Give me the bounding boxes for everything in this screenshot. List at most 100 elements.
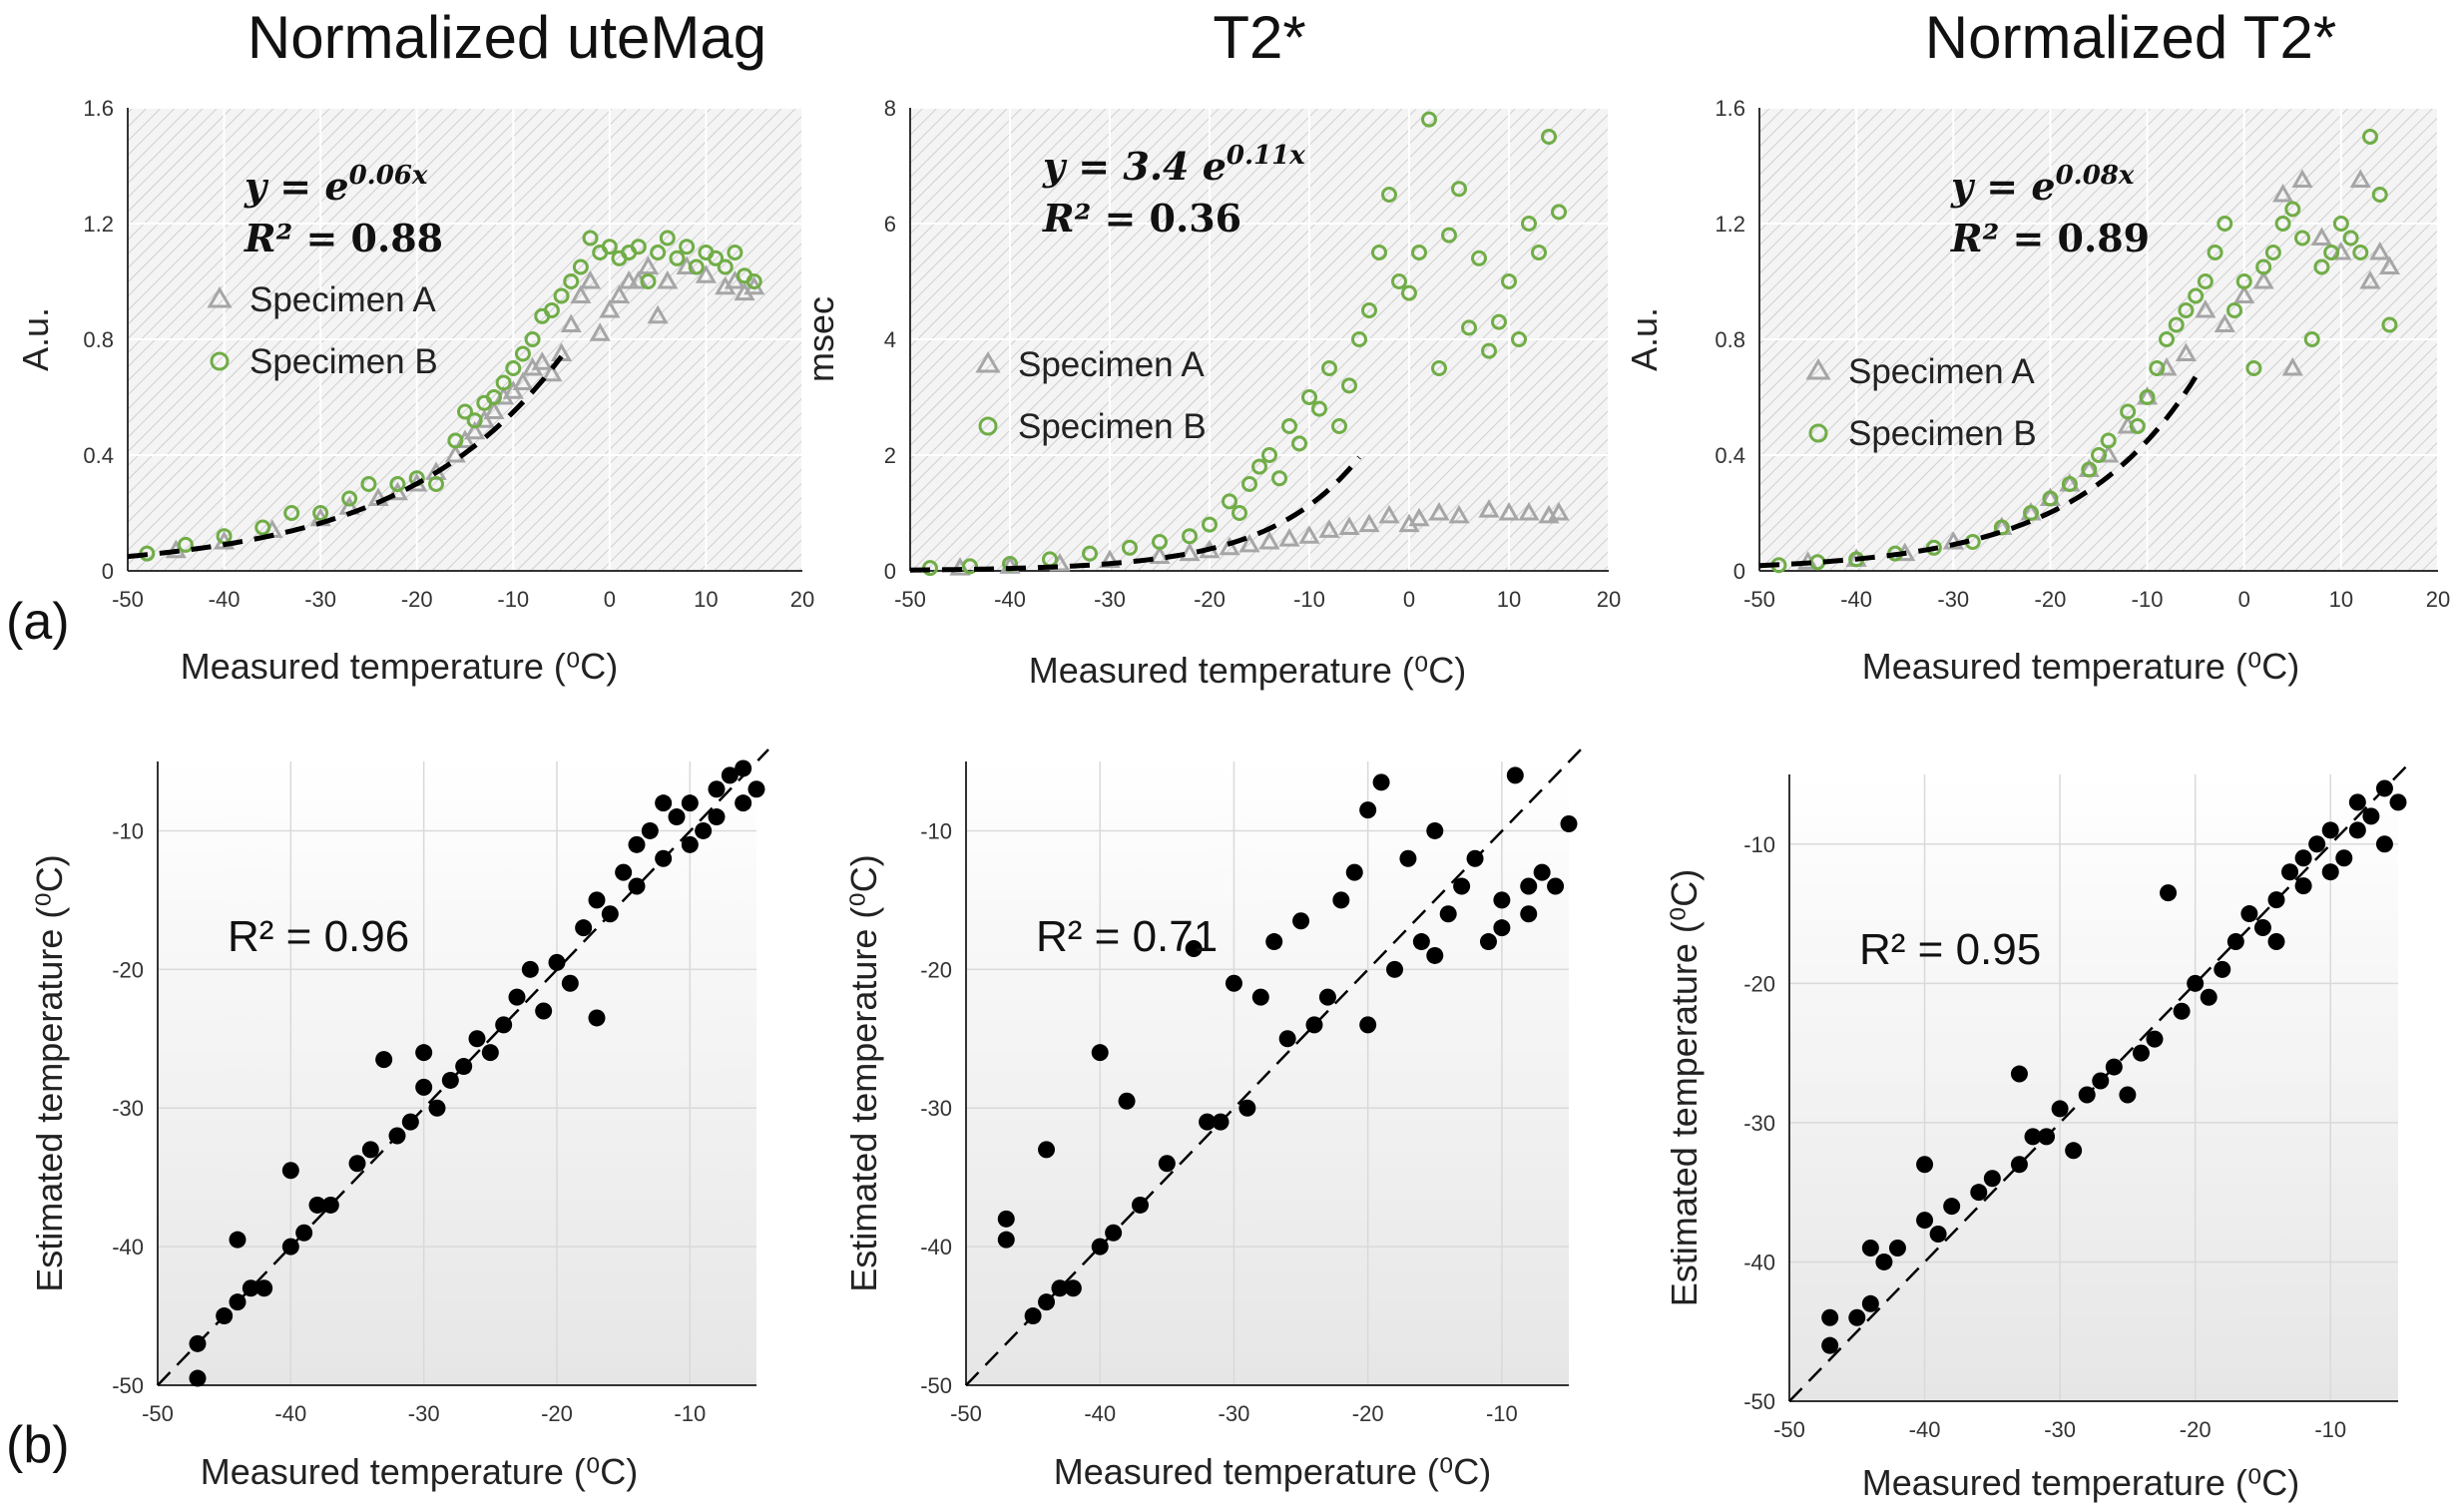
r2-label: R² = 0.96	[228, 912, 409, 961]
specimen-b-point	[1222, 493, 1237, 510]
data-point	[481, 1044, 499, 1062]
y-tick-label: 1.2	[1715, 212, 1745, 237]
data-point	[561, 974, 579, 992]
data-point	[1493, 891, 1511, 909]
data-point	[1970, 1184, 1988, 1202]
specimen-a-point	[1378, 504, 1400, 524]
specimen-b-point	[428, 476, 445, 492]
specimen-b-point	[1531, 245, 1547, 260]
specimen-b-point	[1441, 227, 1457, 244]
data-point	[1305, 1016, 1323, 1034]
specimen-a-point	[999, 555, 1021, 574]
data-point	[1848, 1308, 1866, 1326]
data-point	[1024, 1307, 1042, 1325]
specimen-b-point	[2168, 316, 2185, 333]
specimen-b-point	[466, 412, 483, 429]
fit-curve	[1758, 375, 2199, 569]
x-tick-label: 20	[1597, 587, 1621, 612]
specimen-b-point	[1331, 418, 1347, 434]
specimen-b-point	[2342, 230, 2359, 247]
y-tick-label: -20	[1743, 971, 1775, 996]
identity-line	[1788, 761, 2411, 1402]
r2-label: R² = 0.71	[1036, 912, 1218, 961]
data-point	[588, 1009, 606, 1027]
y-tick-label: 0	[1733, 559, 1745, 584]
data-point	[2308, 835, 2326, 853]
y-tick-label: -10	[1743, 832, 1775, 857]
data-point	[615, 863, 633, 881]
y-tick-label: -30	[112, 1096, 144, 1121]
specimen-b-point	[2274, 216, 2291, 232]
data-point	[1064, 1279, 1082, 1297]
specimen-b-point	[2178, 302, 2195, 318]
x-tick-label: -30	[1937, 587, 1969, 612]
data-point	[1185, 940, 1203, 957]
data-point	[1861, 1294, 1879, 1312]
specimen-a-point	[444, 443, 466, 463]
specimen-b-point	[447, 432, 464, 449]
specimen-b-point	[2381, 316, 2398, 333]
panel-label-a: (a)	[6, 593, 70, 651]
data-point	[216, 1307, 234, 1325]
data-point	[695, 821, 713, 839]
data-point	[428, 1099, 446, 1117]
specimen-b-point	[1411, 245, 1427, 260]
chart-a1: -50 -40 -30 -20 -10 0 10 20 0 0.4 0.8 1.2 1.6 Normali…	[15, 4, 814, 687]
data-point	[1875, 1253, 1893, 1270]
specimen-b-point	[1371, 245, 1387, 260]
y-tick-label: -30	[1743, 1111, 1775, 1136]
data-point	[2065, 1142, 2083, 1160]
x-tick-label: 0	[2238, 587, 2250, 612]
data-point	[1359, 801, 1377, 819]
specimen-a-point	[531, 351, 553, 370]
specimen-b-point	[485, 389, 502, 405]
specimen-a-point	[1358, 513, 1380, 533]
specimen-b-point	[1301, 389, 1317, 405]
legend-label-specimen-a: Specimen A	[249, 280, 436, 319]
specimen-a-point	[1428, 501, 1450, 521]
specimen-b-point	[727, 245, 743, 260]
chart-b2: -50 -40 -30 -20 -10 -50 -40 -30 -20 -10 Measured t…	[843, 749, 1582, 1492]
x-axis-label: Measured temperature (⁰C)	[1862, 1462, 2300, 1503]
data-point	[1929, 1226, 1947, 1244]
specimen-b-point	[177, 536, 194, 553]
data-point	[2132, 1044, 2150, 1062]
legend-label-specimen-b: Specimen B	[1848, 414, 2037, 453]
y-tick-label: 1.6	[1715, 96, 1745, 121]
x-tick-label: -40	[274, 1401, 306, 1426]
data-point	[2375, 835, 2393, 853]
y-tick-label: 0.4	[1715, 443, 1745, 468]
data-point	[1916, 1212, 1934, 1230]
x-tick-label: -10	[674, 1401, 706, 1426]
y-tick-label: -40	[920, 1235, 952, 1259]
specimen-a-point	[502, 380, 524, 399]
data-point	[1225, 974, 1242, 992]
data-point	[2375, 779, 2393, 797]
data-point	[681, 835, 699, 853]
data-point	[548, 953, 566, 971]
specimen-b-point	[1341, 377, 1357, 394]
y-tick-label: 1.6	[83, 96, 114, 121]
specimen-a-point	[657, 269, 679, 289]
specimen-b-point	[2323, 245, 2340, 260]
data-point	[1038, 1293, 1056, 1311]
data-point	[708, 808, 726, 826]
data-point	[2038, 1128, 2056, 1146]
specimen-a-point	[2369, 241, 2391, 260]
data-point	[1533, 863, 1551, 881]
panel-label-b: (b)	[6, 1416, 70, 1474]
specimen-b-point	[601, 239, 618, 255]
specimen-a-point	[2291, 169, 2313, 188]
specimen-b-point	[2264, 245, 2281, 260]
y-axis-label: A.u.	[1624, 307, 1665, 371]
fit-equation: y = e0.06x	[244, 161, 428, 209]
specimen-b-point	[524, 331, 541, 347]
data-point	[1560, 815, 1578, 832]
specimen-a-point	[579, 269, 602, 289]
data-point	[229, 1231, 246, 1249]
x-tick-label: -20	[2180, 1417, 2212, 1442]
y-tick-label: 2	[884, 443, 896, 468]
fit-equation: y = 3.4 e0.11x	[1042, 141, 1305, 189]
x-tick-label: 0	[1403, 587, 1415, 612]
data-point	[508, 988, 526, 1006]
